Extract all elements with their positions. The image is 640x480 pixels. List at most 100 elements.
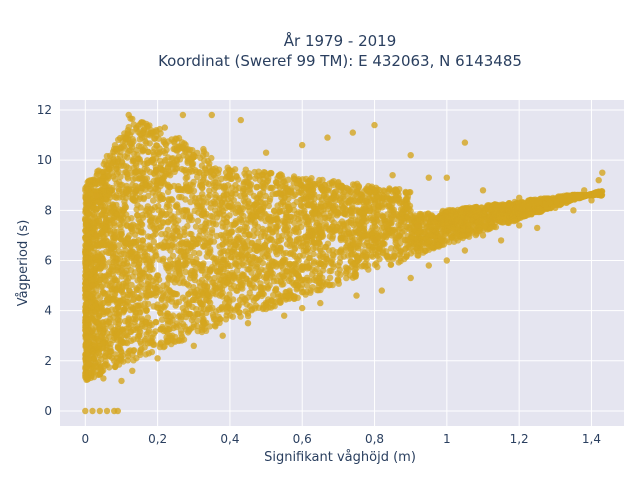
data-point [373, 260, 380, 267]
data-point [146, 258, 153, 265]
data-point [191, 249, 198, 257]
data-point [169, 241, 176, 248]
data-point [213, 232, 221, 240]
data-point [122, 247, 129, 254]
data-point [386, 203, 393, 210]
data-point [124, 357, 131, 364]
data-point [167, 212, 175, 219]
data-point [230, 283, 238, 290]
data-point [310, 258, 318, 265]
data-point [271, 208, 278, 215]
data-point [332, 188, 339, 195]
data-point [125, 251, 132, 258]
data-point [437, 233, 444, 240]
data-point [151, 284, 159, 292]
data-point [302, 247, 309, 254]
data-point [177, 254, 184, 261]
data-point [370, 196, 378, 203]
data-point [505, 208, 512, 215]
data-point [484, 202, 491, 209]
data-point [143, 320, 150, 327]
data-point [330, 263, 337, 271]
data-point [401, 255, 408, 263]
data-point [177, 248, 184, 255]
data-point [122, 186, 129, 194]
data-point [440, 227, 448, 235]
data-point [251, 305, 259, 312]
data-point [286, 260, 294, 267]
data-point [159, 323, 166, 331]
data-point [138, 275, 146, 282]
data-point [121, 260, 128, 267]
data-point [175, 259, 182, 267]
data-point [160, 282, 167, 289]
data-point [143, 307, 150, 314]
data-point [197, 154, 204, 162]
data-point [101, 362, 108, 369]
data-point [128, 281, 135, 289]
data-point [237, 313, 244, 320]
data-point [210, 220, 217, 228]
data-point [160, 290, 167, 297]
data-point [165, 274, 172, 282]
data-point [133, 355, 140, 362]
data-point [319, 283, 327, 290]
data-point [482, 223, 489, 231]
data-point [126, 232, 133, 239]
data-point [297, 196, 304, 203]
data-point [120, 309, 127, 316]
data-point [122, 239, 129, 247]
data-point [388, 232, 395, 239]
data-point [313, 219, 321, 227]
data-point [146, 168, 154, 176]
data-point [182, 259, 189, 266]
data-point [379, 213, 386, 220]
data-point [114, 211, 121, 218]
data-point [99, 322, 107, 329]
data-point [144, 159, 151, 167]
data-point [119, 283, 126, 290]
data-point [190, 296, 197, 303]
data-point [116, 178, 123, 186]
data-point [279, 175, 286, 182]
data-point [336, 197, 344, 204]
data-point [145, 287, 152, 294]
data-point [134, 294, 141, 301]
data-point [301, 276, 308, 284]
data-point [403, 224, 410, 231]
data-point [110, 327, 117, 334]
data-point [435, 243, 443, 250]
data-point [124, 333, 131, 340]
data-point [194, 202, 201, 210]
data-point [206, 275, 213, 282]
data-point [106, 191, 113, 199]
data-point [183, 307, 190, 314]
data-point [383, 221, 390, 228]
data-point [270, 298, 278, 305]
data-point [212, 179, 219, 186]
data-point [144, 280, 151, 288]
data-point [102, 352, 109, 359]
data-point [183, 301, 190, 308]
data-point [259, 200, 267, 207]
data-point [193, 240, 200, 247]
data-point [142, 138, 149, 145]
data-point [212, 184, 219, 191]
data-point [107, 316, 114, 323]
data-point [91, 340, 98, 347]
data-point [448, 234, 456, 241]
data-point [144, 131, 151, 138]
data-point [219, 256, 227, 264]
data-point [144, 314, 151, 321]
data-point [337, 254, 344, 262]
data-point [442, 212, 450, 219]
data-point [264, 285, 272, 292]
data-point [326, 274, 334, 281]
data-point [295, 216, 302, 223]
data-point [273, 215, 280, 223]
data-point [329, 235, 336, 242]
data-point [106, 184, 113, 191]
data-point [242, 250, 250, 257]
data-point [239, 187, 247, 195]
data-point [231, 255, 238, 262]
